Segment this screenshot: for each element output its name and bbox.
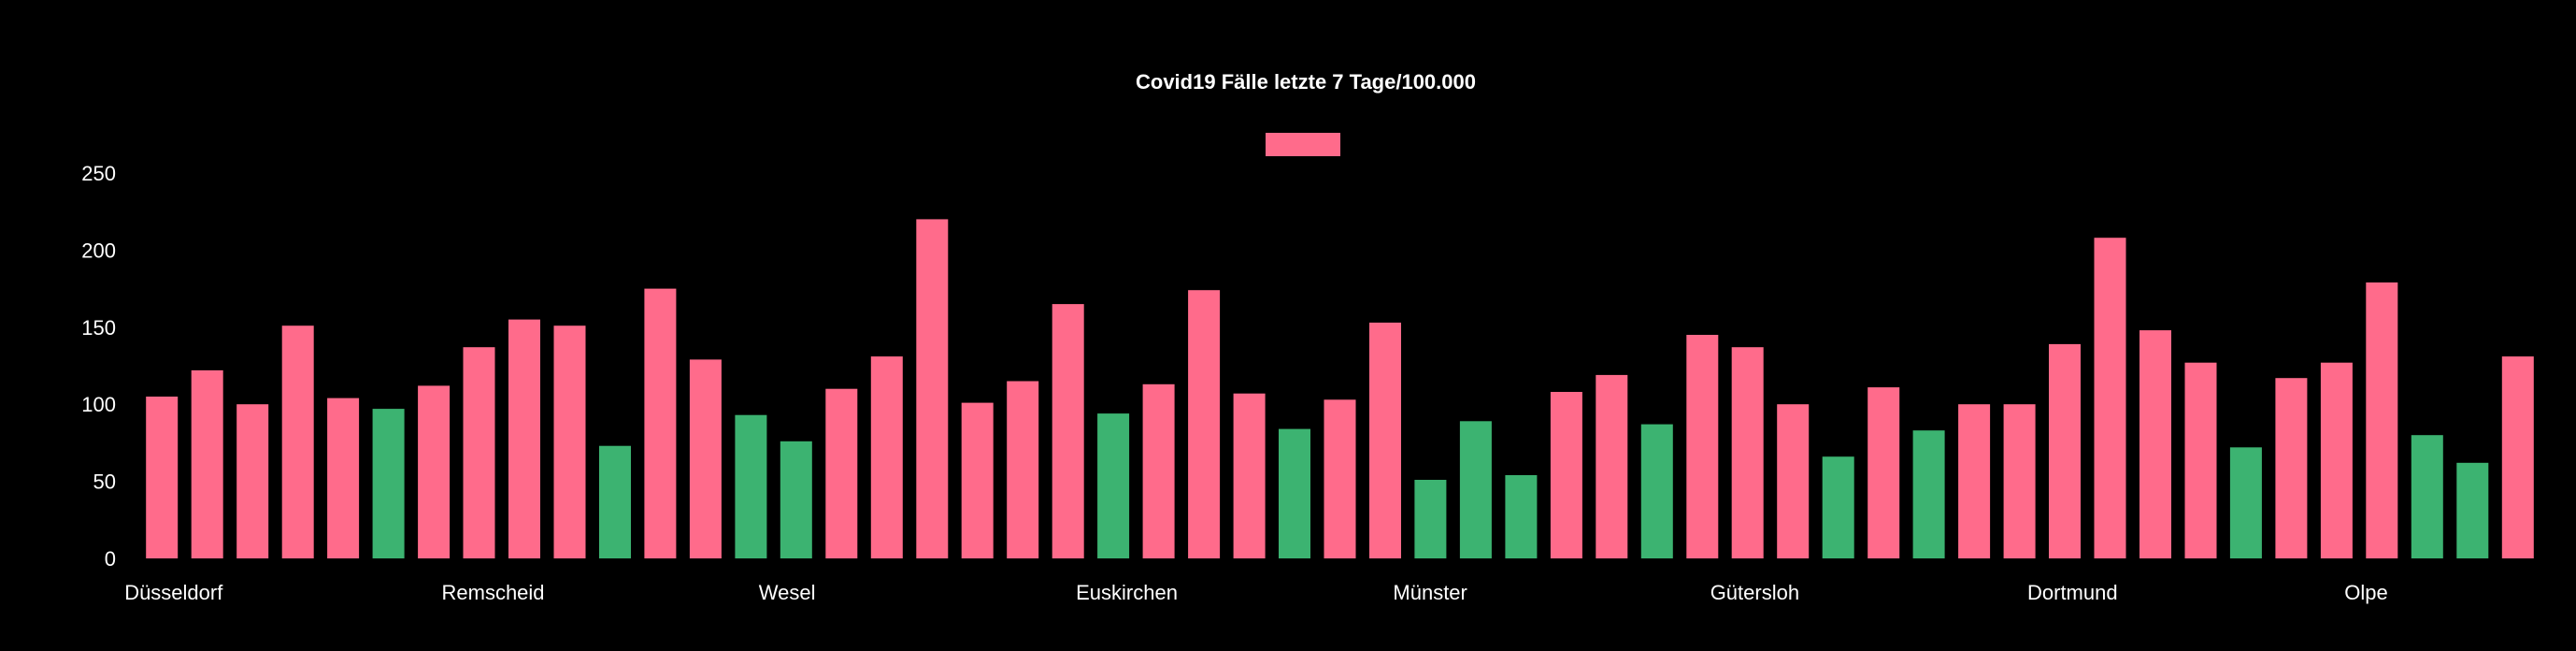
bar <box>1958 404 1991 558</box>
bar <box>2501 356 2534 558</box>
bar <box>825 388 858 558</box>
y-tick-label: 200 <box>81 239 116 262</box>
bar <box>1052 304 1084 558</box>
bar <box>1233 393 1266 558</box>
bar <box>1414 480 1447 558</box>
bar <box>2184 362 2217 558</box>
bar <box>508 319 540 558</box>
bar <box>1505 475 1538 558</box>
bar <box>1142 383 1175 558</box>
bar <box>1777 404 1810 558</box>
legend-swatch <box>1266 133 1340 156</box>
bar <box>2411 435 2443 558</box>
bar <box>1686 335 1719 558</box>
bar <box>1279 428 1310 558</box>
bar <box>644 288 677 558</box>
bar <box>1868 387 1900 558</box>
bar <box>1822 456 1854 558</box>
bar <box>1731 347 1764 558</box>
x-tick-label: Düsseldorf <box>124 581 223 604</box>
bar <box>1369 322 1401 558</box>
bar <box>735 414 767 558</box>
bar <box>870 356 903 558</box>
bar <box>1596 374 1628 558</box>
x-tick-label: Wesel <box>759 581 816 604</box>
y-tick-label: 50 <box>93 470 116 494</box>
bar <box>1097 413 1130 558</box>
x-tick-label: Dortmund <box>2027 581 2118 604</box>
bar <box>146 397 179 558</box>
bar <box>236 404 269 558</box>
bar <box>2094 238 2126 558</box>
x-tick-label: Euskirchen <box>1076 581 1178 604</box>
bar <box>2140 330 2171 558</box>
bars <box>146 219 2534 558</box>
y-tick-label: 100 <box>81 393 116 416</box>
bar <box>1007 381 1039 558</box>
bar <box>553 326 586 558</box>
bar <box>961 402 994 558</box>
bar <box>1550 392 1582 558</box>
y-axis: 0 50 100 150 200 250 <box>81 162 116 571</box>
bar <box>2366 282 2398 558</box>
bar <box>1912 430 1945 558</box>
bar <box>2456 462 2489 558</box>
bar <box>191 369 223 558</box>
bar <box>1459 421 1492 558</box>
x-tick-label: Gütersloh <box>1710 581 1799 604</box>
bar <box>2320 362 2353 558</box>
bar <box>1188 290 1221 558</box>
bar <box>2003 404 2036 558</box>
bar <box>1324 399 1356 558</box>
bar <box>2229 447 2262 558</box>
bar <box>281 326 314 558</box>
bar <box>418 385 451 558</box>
y-tick-label: 0 <box>105 547 116 571</box>
bar <box>327 398 360 558</box>
bar <box>2275 378 2308 558</box>
x-tick-label: Münster <box>1393 581 1467 604</box>
x-tick-label: Olpe <box>2344 581 2387 604</box>
x-tick-label: Remscheid <box>442 581 545 604</box>
bar <box>599 445 631 558</box>
bar <box>689 359 722 558</box>
y-tick-label: 150 <box>81 316 116 340</box>
bar <box>372 409 405 558</box>
y-tick-label: 250 <box>81 162 116 185</box>
bar <box>1640 424 1673 558</box>
bar <box>2049 343 2081 558</box>
bar <box>916 219 949 558</box>
chart-title: Covid19 Fälle letzte 7 Tage/100.000 <box>1136 70 1476 94</box>
bar <box>463 347 495 558</box>
x-axis: Düsseldorf Remscheid Wesel Euskirchen Münste… <box>124 581 2388 604</box>
bar <box>780 441 812 558</box>
